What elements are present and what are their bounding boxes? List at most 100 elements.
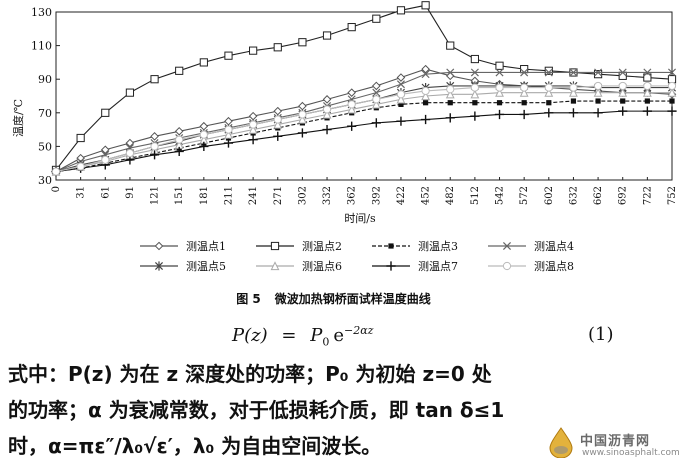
series-8-point (199, 130, 208, 139)
series-6-point (445, 89, 455, 99)
series-8-point (618, 81, 627, 91)
series-7-point (273, 131, 283, 141)
series-8-point (520, 83, 529, 92)
series-6-point (618, 87, 628, 97)
equation: P(z) = P0 e−2αz (1) (0, 318, 681, 349)
series-2-point (298, 38, 307, 47)
series-2-point (175, 66, 184, 75)
series-8-line (55, 85, 672, 173)
series-1-point (150, 132, 159, 141)
series-6-point (544, 87, 554, 97)
series-7-point (174, 146, 184, 157)
body-paragraph: 式中：P(z) 为在 z 深度处的功率；P₀ 为初始 z=0 处 的功率；α 为… (8, 356, 668, 464)
equation-formula: P(z) = P0 e−2αz (232, 324, 373, 349)
legend-label: 测温点5 (186, 260, 226, 273)
series-7-point (149, 150, 160, 160)
legend-marker (270, 241, 280, 251)
series-2-point (421, 1, 430, 10)
series-1-point (347, 88, 356, 97)
x-tick-label: 542 (495, 186, 506, 205)
series-7-point (223, 138, 234, 148)
series-4-point (372, 88, 381, 97)
legend-marker (154, 261, 164, 271)
y-tick-label: 130 (31, 6, 52, 19)
series-8-point (273, 115, 282, 124)
series-2-point (396, 6, 406, 15)
series-5-line (55, 85, 672, 173)
series-8-point (298, 110, 307, 119)
equation-equals: = (281, 325, 297, 346)
series-8-point (51, 167, 61, 176)
paragraph-line-3: 时，α=πε″/λ₀√ε′，λ₀ 为自由空间波长。 (8, 434, 382, 458)
paragraph-line-1: 式中：P(z) 为在 z 深度处的功率；P₀ 为初始 z=0 处 (8, 362, 492, 386)
series-6-point (593, 87, 603, 97)
series-7-point (445, 113, 455, 123)
series-8-point (175, 135, 184, 144)
series-8-point (396, 90, 406, 99)
series-6-point (273, 119, 283, 129)
series-8-point (372, 95, 381, 104)
series-4-point (569, 68, 578, 77)
x-tick-label: 392 (371, 186, 382, 205)
series-2-point (224, 51, 233, 60)
series-8-point (544, 83, 553, 92)
y-tick-label: 50 (38, 140, 52, 153)
series-7-point (322, 125, 332, 135)
x-tick-label: 752 (667, 186, 678, 205)
legend-label: 测温点1 (186, 240, 226, 253)
series-2-point (544, 66, 553, 75)
x-tick-label: 722 (642, 186, 653, 205)
series-4-line (55, 71, 672, 173)
series-4-point (446, 68, 455, 77)
x-tick-label: 302 (297, 186, 308, 205)
legend-marker (154, 241, 164, 251)
legend-item-3: 测温点3 (372, 240, 458, 253)
series-7-point (568, 108, 579, 118)
x-tick-label: 572 (519, 186, 530, 205)
series-4-point (594, 68, 603, 77)
x-tick-label: 151 (174, 186, 185, 205)
legend-item-4: 测温点4 (488, 240, 574, 253)
series-1-line (55, 68, 673, 173)
series-8-point (101, 155, 110, 164)
series-6-point (248, 124, 258, 134)
equation-number: (1) (588, 324, 614, 345)
series-2-point (372, 14, 381, 23)
series-4-point (396, 80, 405, 89)
paragraph-line-2: 的功率；α 为衰减常数，对于低损耗介质，即 tan δ≤1 (8, 398, 505, 422)
chart-axes: 30 50 70 90 110 130 0 31 61 91 121 151 181 211 241 271 3… (31, 6, 678, 205)
series-4-point (643, 68, 652, 77)
series-3 (53, 98, 675, 175)
series-3-point (620, 98, 626, 104)
x-tick-label: 602 (544, 186, 555, 205)
series-2-point (446, 41, 455, 50)
x-tick-label: 692 (618, 186, 629, 205)
series-4-point (520, 68, 529, 77)
series-7-point (519, 109, 529, 120)
equation-lhs: P(z) (232, 325, 268, 346)
series-6-point (322, 109, 332, 119)
series-1 (51, 64, 677, 176)
series-8-point (495, 83, 504, 92)
legend-label: 测温点8 (534, 260, 574, 273)
series-1-point (298, 101, 307, 111)
series-2-point (125, 88, 135, 97)
watermark-url: www.sinoasphalt.com (582, 448, 680, 458)
series-3-point (398, 101, 404, 107)
temperature-chart: 30 50 70 90 110 130 0 31 61 91 121 151 181 211 241 271 3… (11, 1, 678, 273)
series-6-line (55, 92, 672, 173)
x-tick-label: 422 (396, 186, 407, 205)
series-1-point (125, 138, 135, 148)
series-1-point (273, 106, 283, 116)
equation-exponent: −2αz (343, 324, 374, 337)
chart-series (51, 1, 677, 177)
series-7-point (297, 128, 307, 138)
series-3-point (472, 100, 478, 106)
y-tick-label: 110 (31, 40, 52, 53)
legend-item-6: 测温点6 (256, 260, 342, 273)
series-1-point (174, 126, 184, 136)
series-7-point (470, 111, 480, 121)
series-1-point (100, 145, 110, 155)
legend-label: 测温点6 (302, 260, 342, 273)
series-7-point (642, 106, 652, 116)
